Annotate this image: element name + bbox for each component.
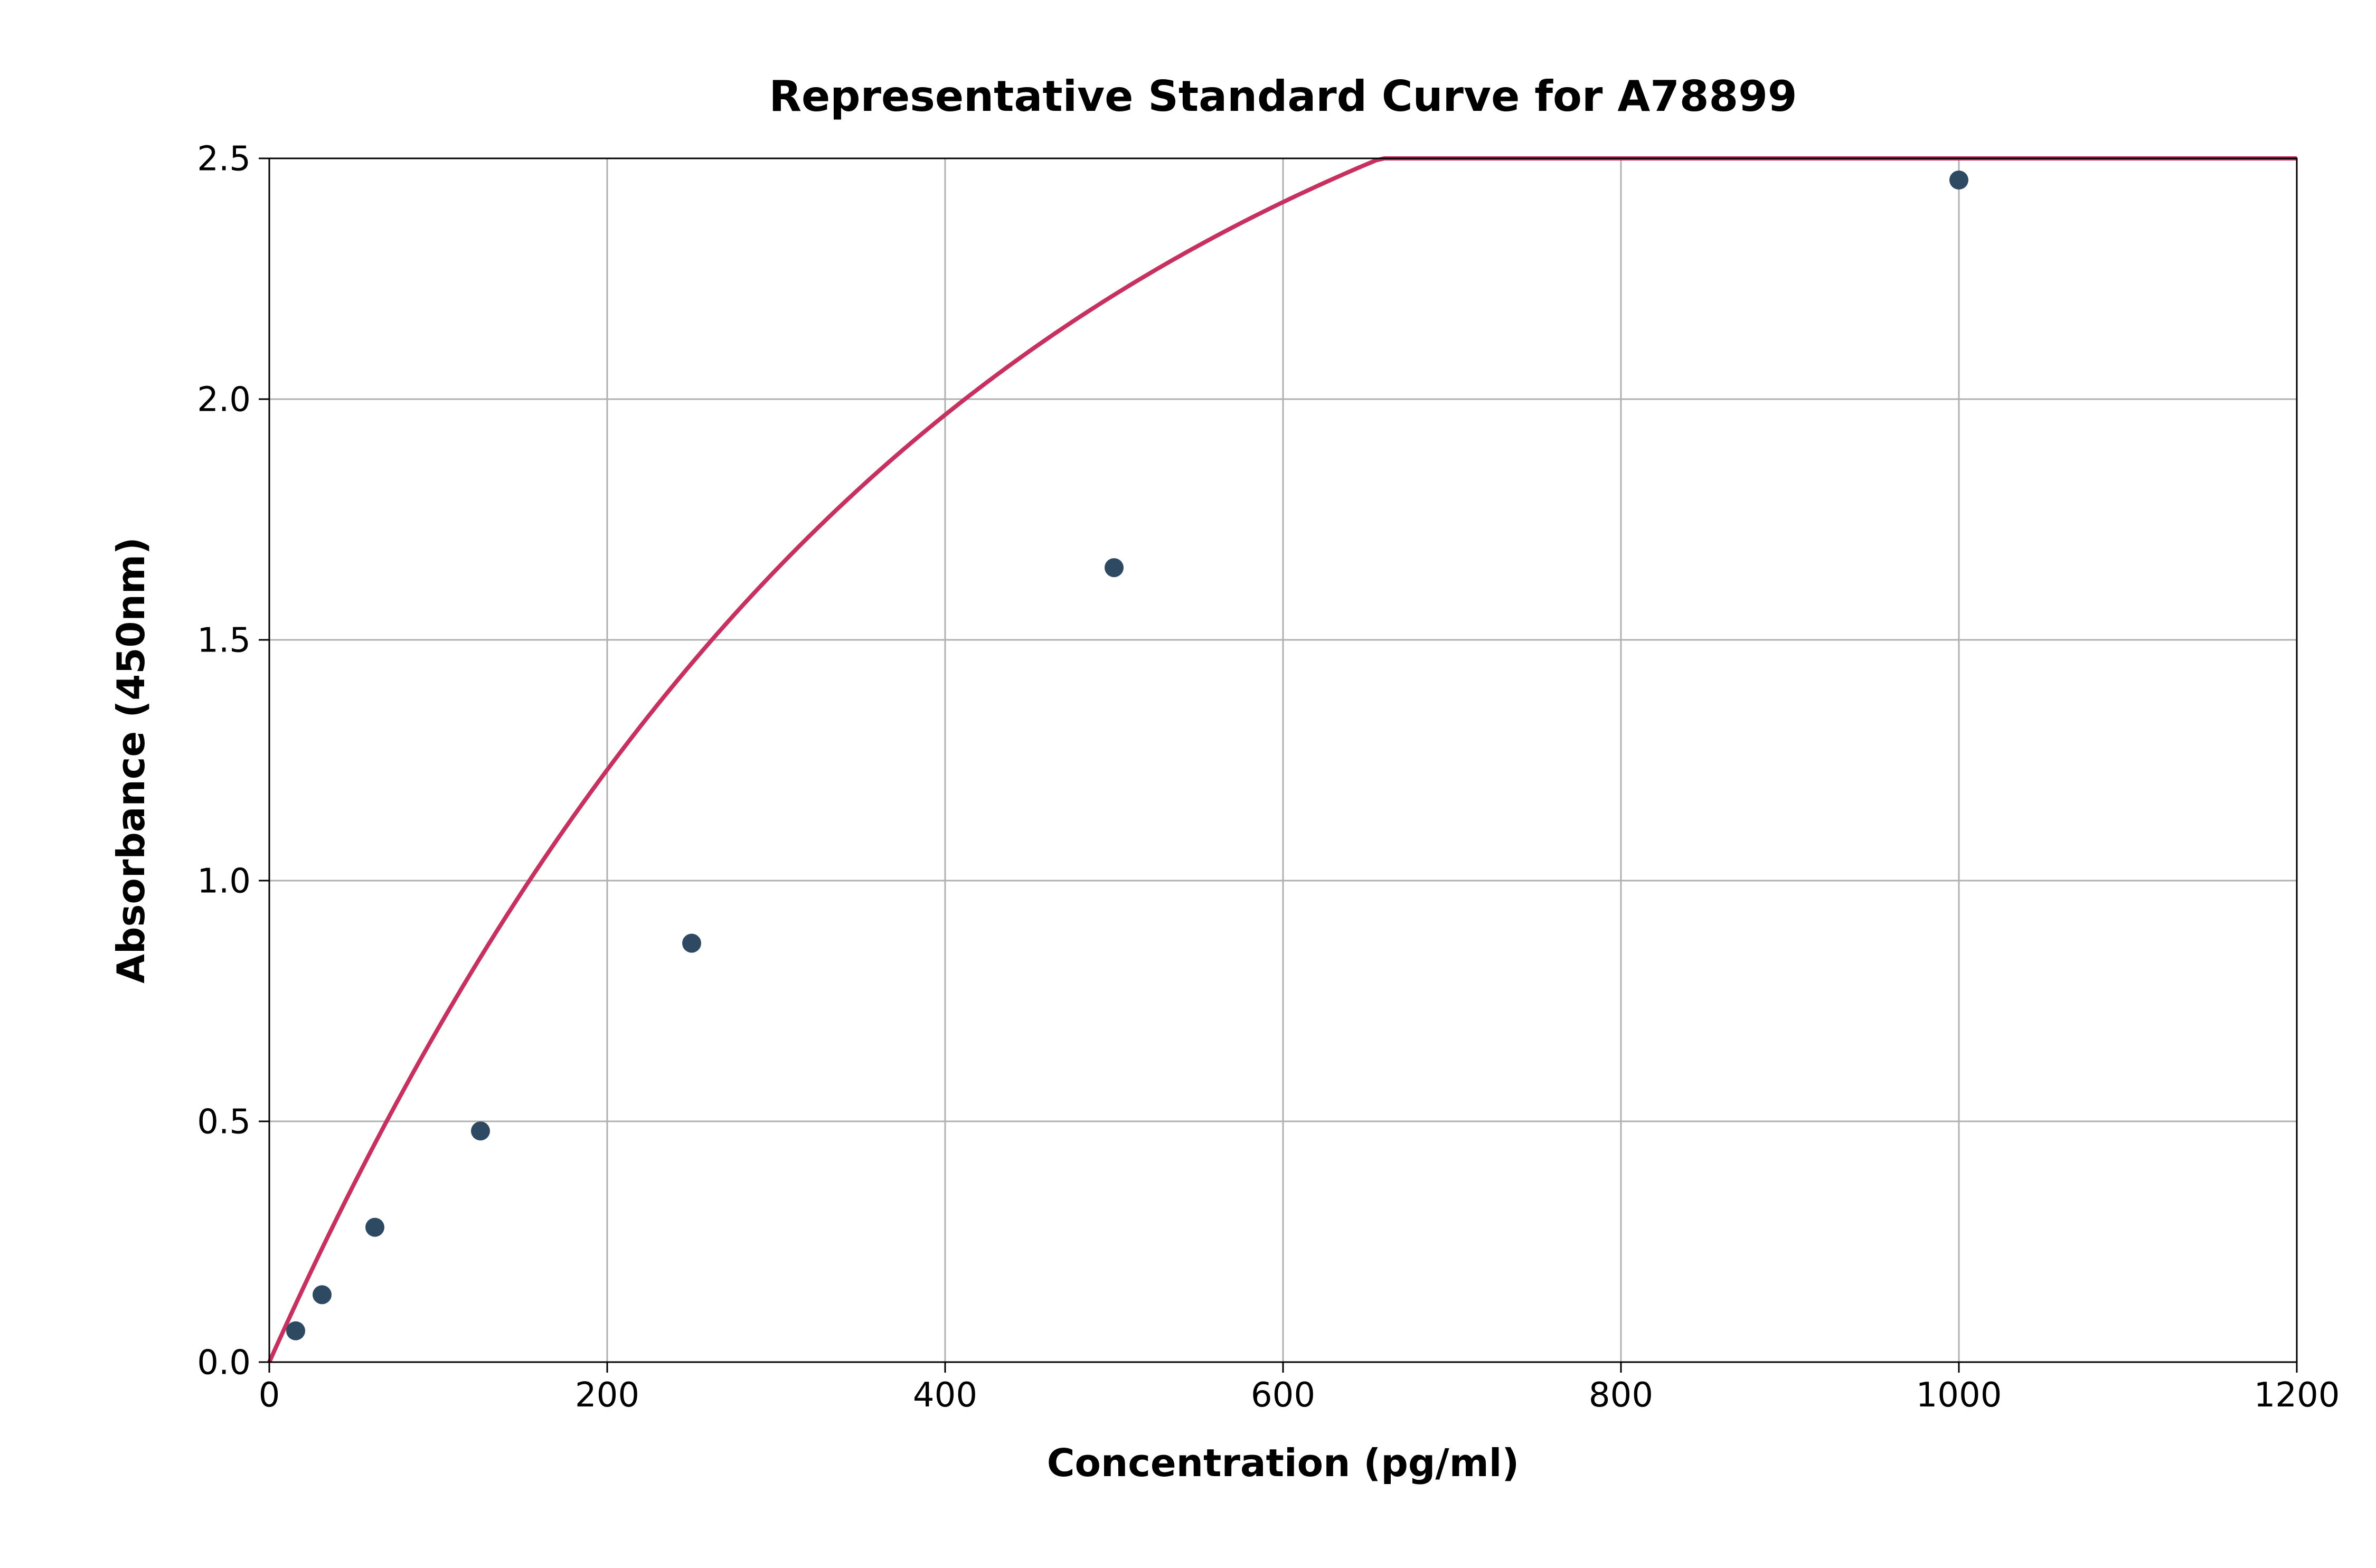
x-tick-label: 800 [1589, 1376, 1653, 1415]
x-tick-label: 0 [259, 1376, 280, 1415]
data-point [1949, 171, 1968, 190]
y-tick-label: 0.0 [197, 1343, 251, 1382]
data-point [682, 934, 701, 953]
data-point [286, 1321, 305, 1340]
y-tick-label: 2.5 [197, 139, 251, 178]
x-tick-label: 1200 [2254, 1376, 2340, 1415]
data-point [365, 1218, 384, 1237]
x-tick-label: 200 [575, 1376, 639, 1415]
y-tick-label: 1.5 [197, 621, 251, 660]
y-tick-label: 1.0 [197, 862, 251, 901]
data-point [313, 1285, 332, 1304]
standard-curve-chart: 0 200 400 600 800 1000 1200 0.0 0.5 1.0 1.5 2.0 2.5 C… [0, 0, 2376, 1568]
x-tick-label: 400 [913, 1376, 977, 1415]
x-axis-label: Concentration (pg/ml) [1047, 1441, 1520, 1485]
data-point [471, 1121, 490, 1140]
chart-container: 0 200 400 600 800 1000 1200 0.0 0.5 1.0 1.5 2.0 2.5 C… [0, 0, 2376, 1568]
chart-title: Representative Standard Curve for A78899 [769, 72, 1797, 121]
y-tick-label: 0.5 [197, 1102, 251, 1141]
y-tick-label: 2.0 [197, 380, 251, 419]
x-tick-label: 1000 [1916, 1376, 2002, 1415]
x-tick-label: 600 [1251, 1376, 1315, 1415]
data-point [1105, 558, 1124, 577]
y-axis-label: Absorbance (450nm) [109, 537, 153, 983]
